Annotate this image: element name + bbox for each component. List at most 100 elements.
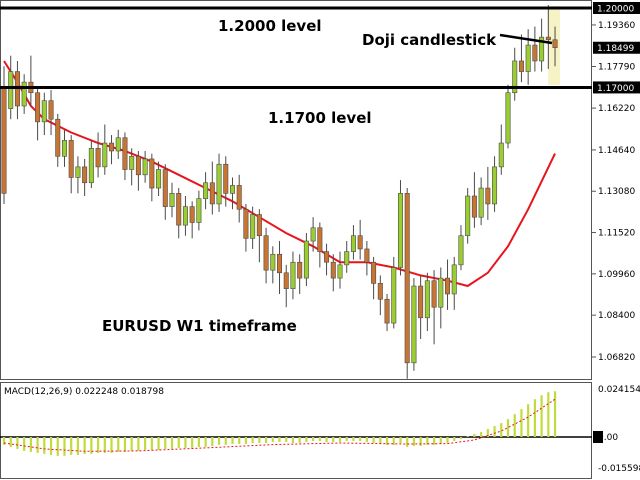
candle-body: [203, 182, 209, 199]
candle-body: [330, 261, 336, 279]
candle-body: [297, 261, 303, 279]
candle-body: [505, 92, 511, 144]
candle-body: [357, 235, 363, 250]
candle-body: [55, 118, 61, 157]
candle: [478, 177, 484, 226]
candle: [364, 241, 370, 276]
candle-body: [424, 280, 430, 319]
candle: [438, 267, 444, 329]
candle-body: [129, 155, 135, 170]
candle: [169, 182, 175, 218]
candle: [485, 166, 491, 220]
macd-signal-line: [3, 398, 556, 452]
candle-body: [243, 208, 249, 239]
candle-body: [196, 198, 202, 223]
candle: [82, 158, 88, 197]
candle-body: [471, 195, 477, 218]
candle: [283, 264, 289, 308]
candle: [344, 241, 350, 273]
macd-tick-label: -0.015598: [598, 464, 640, 474]
candle-body: [545, 36, 551, 41]
candle-body: [68, 140, 74, 178]
candle: [277, 241, 283, 294]
candle: [357, 219, 363, 260]
candle: [404, 188, 410, 379]
candle: [512, 47, 518, 101]
candle: [229, 177, 235, 210]
candle: [88, 140, 94, 189]
candle: [324, 243, 330, 276]
candle: [250, 206, 256, 249]
candle: [68, 135, 74, 194]
price-tick-label: 1.14640: [598, 146, 635, 156]
candle-body: [270, 253, 276, 271]
candle-body: [552, 39, 558, 49]
candle: [458, 225, 464, 271]
candle-body: [135, 155, 141, 176]
candle-body: [263, 235, 269, 271]
macd-tick-label: 0.00: [598, 433, 618, 443]
candle-body: [209, 182, 215, 205]
price-tag-current: 1.18499: [597, 44, 634, 54]
candle-body: [478, 187, 484, 218]
candle-body: [344, 251, 350, 266]
candle: [55, 113, 61, 167]
candle-body: [451, 264, 457, 295]
candle-body: [532, 44, 538, 62]
candle: [498, 124, 504, 175]
candle: [303, 233, 309, 287]
candle-body: [512, 60, 518, 94]
candle-body: [438, 277, 444, 308]
candle-body: [310, 227, 316, 242]
candle-body: [61, 140, 67, 157]
candle-body: [8, 71, 14, 109]
candle-body: [149, 158, 155, 189]
candle-body: [75, 166, 81, 178]
candle: [41, 92, 47, 136]
macd-tick-label: 0.024154: [598, 385, 640, 395]
candle: [552, 26, 558, 67]
candle: [115, 129, 121, 159]
candle-body: [377, 283, 383, 300]
level-high-annotation: 1.2000 level: [218, 17, 322, 35]
candle: [209, 161, 215, 215]
candle-body: [236, 185, 242, 210]
candle: [492, 156, 498, 212]
price-tick-label: 1.09960: [598, 270, 635, 280]
price-tick-label: 1.16220: [598, 104, 635, 114]
candle-body: [156, 169, 162, 189]
candle: [95, 132, 101, 178]
candle-body: [21, 81, 27, 107]
candle-body: [109, 142, 115, 152]
candle-body: [411, 285, 417, 364]
macd-zero-tag-bg: [593, 431, 603, 444]
price-tag-low-level-bg: [593, 81, 640, 94]
candle: [350, 225, 356, 260]
candle: [391, 256, 397, 329]
candle: [411, 278, 417, 371]
candle: [377, 275, 383, 316]
candle-body: [384, 298, 390, 324]
candle: [122, 132, 128, 181]
candle-body: [391, 267, 397, 324]
candle: [156, 161, 162, 197]
candle: [317, 222, 323, 268]
macd-layer: [0, 391, 592, 456]
price-tag-low-level: 1.17000: [597, 84, 634, 94]
candle: [539, 18, 545, 72]
macd-label: MACD(12,26,9) 0.022248 0.018798: [4, 387, 164, 397]
price-tick-label: 1.11520: [598, 229, 635, 239]
candle-body: [122, 137, 128, 170]
candle: [256, 209, 262, 263]
candle-body: [95, 148, 101, 168]
candle: [384, 293, 390, 332]
macd-pane-frame: [0, 382, 592, 479]
candle: [310, 217, 316, 252]
timeframe-annotation: EURUSD W1 timeframe: [102, 317, 297, 335]
candle: [109, 135, 115, 165]
candle: [445, 259, 451, 310]
candle-body: [458, 235, 464, 266]
candle-body: [48, 100, 54, 120]
candle-body: [364, 248, 370, 263]
